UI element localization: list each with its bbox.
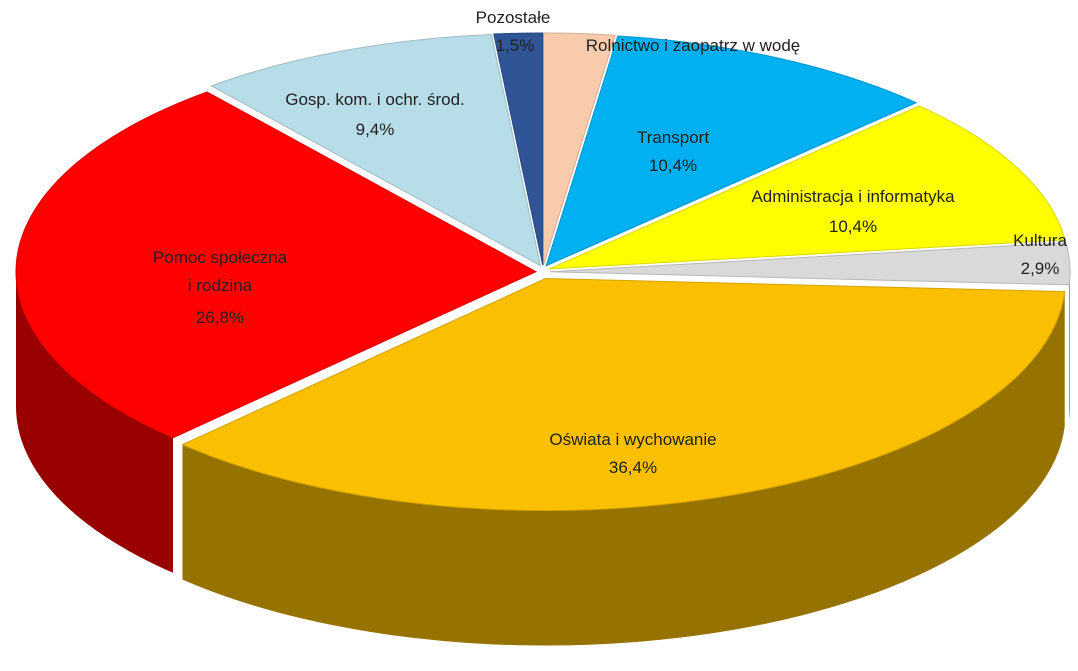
slice-value-label: 26,8% bbox=[195, 308, 245, 327]
slice-label: Oświata i wychowanie bbox=[549, 430, 717, 449]
slice bbox=[15, 91, 538, 439]
slice bbox=[210, 34, 542, 267]
slice-value-label: 1,5% bbox=[495, 36, 535, 55]
slice-label: Pomoc społeczna i rodzina bbox=[152, 248, 288, 295]
slice-value-label: 2,9% bbox=[1020, 259, 1060, 278]
slice-side bbox=[182, 291, 1065, 646]
slice bbox=[549, 242, 1071, 286]
slice-value-label: 9,4% bbox=[355, 120, 395, 139]
slice-side bbox=[16, 271, 173, 573]
slice-label: Rolnictwo i zaopatrz w wodę bbox=[585, 36, 801, 55]
slice-label: Administracja i informatyka bbox=[751, 187, 955, 206]
slice bbox=[545, 35, 918, 267]
slice-label: Pozostałe bbox=[475, 8, 551, 27]
slice-side bbox=[1069, 271, 1070, 420]
slice-value-label: 10,4% bbox=[648, 156, 698, 175]
slice bbox=[181, 278, 1066, 512]
slice bbox=[493, 32, 544, 266]
slice bbox=[549, 105, 1066, 270]
slice-label: Kultura bbox=[1013, 231, 1067, 250]
slice-label: Gosp. kom. i ochr. środ. bbox=[285, 90, 465, 109]
slice-value-label: 36,4% bbox=[608, 458, 658, 477]
slice-value-label: 10,4% bbox=[828, 217, 878, 236]
slice bbox=[542, 32, 616, 266]
slice-label: Transport bbox=[636, 128, 710, 147]
